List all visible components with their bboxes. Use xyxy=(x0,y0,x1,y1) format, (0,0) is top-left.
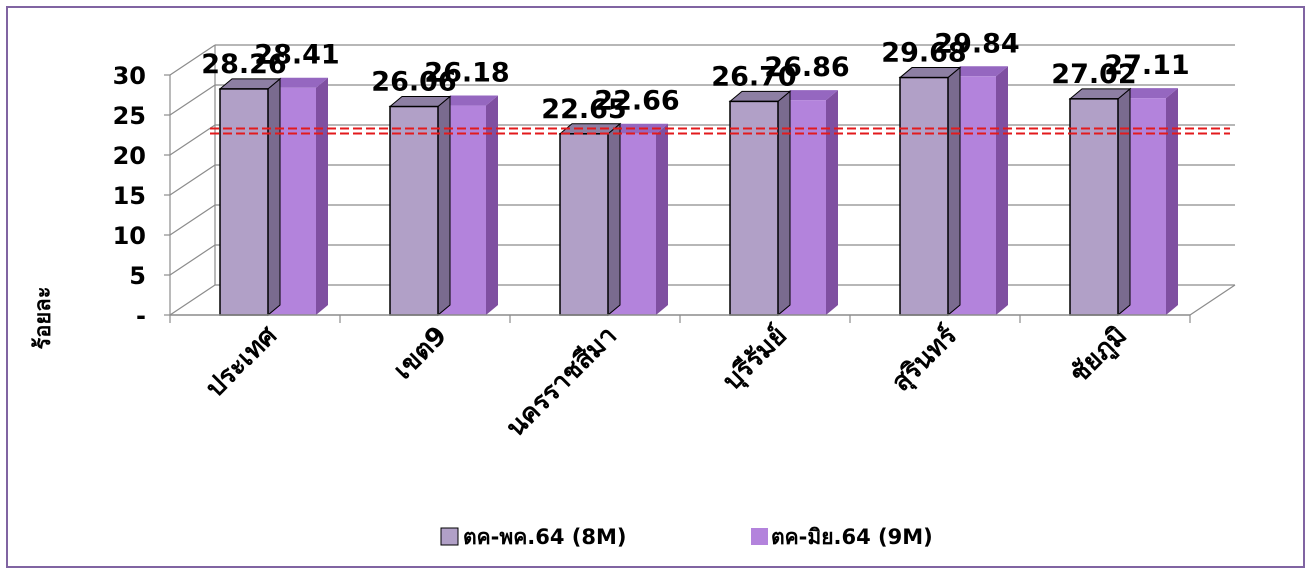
data-label: 29.68 xyxy=(881,38,966,69)
data-label: 28.26 xyxy=(201,49,286,80)
bar-side xyxy=(316,77,328,315)
legend-label-series-2: ตค-มิย.64 (9M) xyxy=(771,525,933,549)
gridline-side xyxy=(169,164,216,196)
bar-side xyxy=(777,90,791,317)
gridline-side xyxy=(169,84,216,116)
y-tick-label: - xyxy=(136,302,146,330)
data-label: 28.41 xyxy=(254,40,339,71)
bar xyxy=(389,105,439,316)
gridline-side xyxy=(169,204,216,236)
floor-right-edge xyxy=(1189,284,1236,316)
bar-side xyxy=(486,95,498,315)
bar-side xyxy=(947,66,961,317)
legend-label-series-1: ตค-พค.64 (8M) xyxy=(463,525,627,549)
data-label: 29.84 xyxy=(934,28,1019,59)
data-label: 26.18 xyxy=(424,58,509,89)
bars xyxy=(218,66,1178,317)
x-tick-label: เขต9 xyxy=(388,321,453,386)
bar xyxy=(1069,98,1119,316)
legend: ตค-พค.64 (8M) ตค-มิย.64 (9M) xyxy=(440,525,933,549)
bar-side xyxy=(1166,88,1178,316)
bar-top xyxy=(1118,88,1178,99)
bar-top xyxy=(948,66,1008,77)
y-tick-label: 20 xyxy=(113,142,146,170)
x-tick-label: สุรินทร์ xyxy=(885,320,963,398)
bar-side xyxy=(267,77,281,317)
legend-swatch-series-2 xyxy=(751,528,768,545)
bar-side xyxy=(1117,87,1131,317)
y-axis-title: ร้อยละ xyxy=(31,286,56,349)
gridline-side xyxy=(169,284,216,316)
y-tick-label: 15 xyxy=(113,182,146,210)
data-label: 26.70 xyxy=(711,61,796,92)
y-tick-label: 10 xyxy=(113,222,146,250)
bar-top xyxy=(778,90,838,101)
x-tick-label: บุรีรัมย์ xyxy=(717,320,794,397)
bar xyxy=(219,88,269,316)
data-label: 27.11 xyxy=(1104,50,1189,81)
data-label: 26.86 xyxy=(764,52,849,83)
bar xyxy=(559,133,609,316)
x-tick-label: นครราชสีมา xyxy=(501,321,623,443)
legend-swatch-series-1 xyxy=(440,527,459,546)
bar-side xyxy=(656,123,668,315)
bar-top xyxy=(268,77,328,88)
gridline-side xyxy=(169,44,216,76)
gridline-side xyxy=(169,124,216,156)
gridlines xyxy=(169,44,1236,316)
x-tick-label: ประเทศ xyxy=(200,320,283,403)
y-tick-label: 5 xyxy=(129,262,146,290)
bar xyxy=(729,100,779,316)
y-tick-label: 25 xyxy=(113,102,146,130)
bar-top xyxy=(608,123,668,134)
gridline-side xyxy=(169,244,216,276)
bar-top xyxy=(438,95,498,106)
data-label: 27.02 xyxy=(1051,59,1136,90)
x-tick-label: ชัยภูมิ xyxy=(1064,321,1133,390)
data-label: 26.06 xyxy=(371,67,456,98)
data-label: 22.65 xyxy=(541,94,626,125)
bar-side xyxy=(826,90,838,316)
reference-line xyxy=(210,127,1230,135)
y-tick-label: 30 xyxy=(113,62,146,90)
bar xyxy=(899,76,949,316)
data-label: 22.66 xyxy=(594,86,679,117)
bar-side xyxy=(996,66,1008,315)
bar-side xyxy=(607,122,621,317)
